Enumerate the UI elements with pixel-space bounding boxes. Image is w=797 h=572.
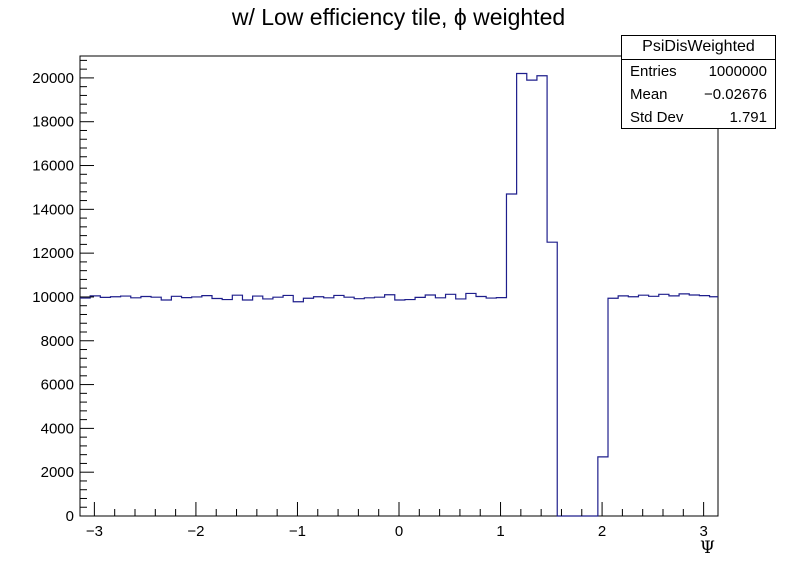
stats-mean-label: Mean	[630, 86, 668, 103]
y-tick-label: 16000	[32, 158, 74, 175]
stats-row-mean: Mean −0.02676	[622, 83, 775, 106]
x-tick-label: 1	[496, 523, 504, 540]
x-tick-label: 3	[699, 523, 707, 540]
y-tick-label: 14000	[32, 201, 74, 218]
x-axis-label: Ψ	[700, 538, 715, 558]
stats-entries-label: Entries	[630, 63, 677, 80]
stats-stddev-label: Std Dev	[630, 109, 684, 126]
stats-title: PsiDisWeighted	[622, 36, 775, 60]
stats-row-entries: Entries 1000000	[622, 60, 775, 83]
stats-entries-value: 1000000	[708, 63, 767, 80]
y-tick-label: 18000	[32, 114, 74, 131]
chart-title: w/ Low efficiency tile, ϕ weighted	[231, 4, 566, 30]
x-tick-label: 0	[395, 523, 403, 540]
x-tick-label: −1	[289, 523, 306, 540]
histogram-series	[80, 72, 718, 517]
y-tick-label: 6000	[41, 377, 74, 394]
x-tick-label: −3	[86, 523, 103, 540]
y-tick-label: 10000	[32, 289, 74, 306]
stats-mean-value: −0.02676	[704, 86, 767, 103]
y-tick-label: 4000	[41, 420, 74, 437]
y-tick-label: 0	[66, 508, 74, 525]
y-tick-label: 2000	[41, 464, 74, 481]
y-tick-label: 8000	[41, 333, 74, 350]
stats-stddev-value: 1.791	[729, 109, 767, 126]
y-tick-label: 20000	[32, 70, 74, 87]
y-tick-label: 12000	[32, 245, 74, 262]
stats-box: PsiDisWeighted Entries 1000000 Mean −0.0…	[621, 35, 776, 129]
x-tick-label: 2	[598, 523, 606, 540]
stats-row-stddev: Std Dev 1.791	[622, 106, 775, 129]
x-tick-label: −2	[187, 523, 204, 540]
